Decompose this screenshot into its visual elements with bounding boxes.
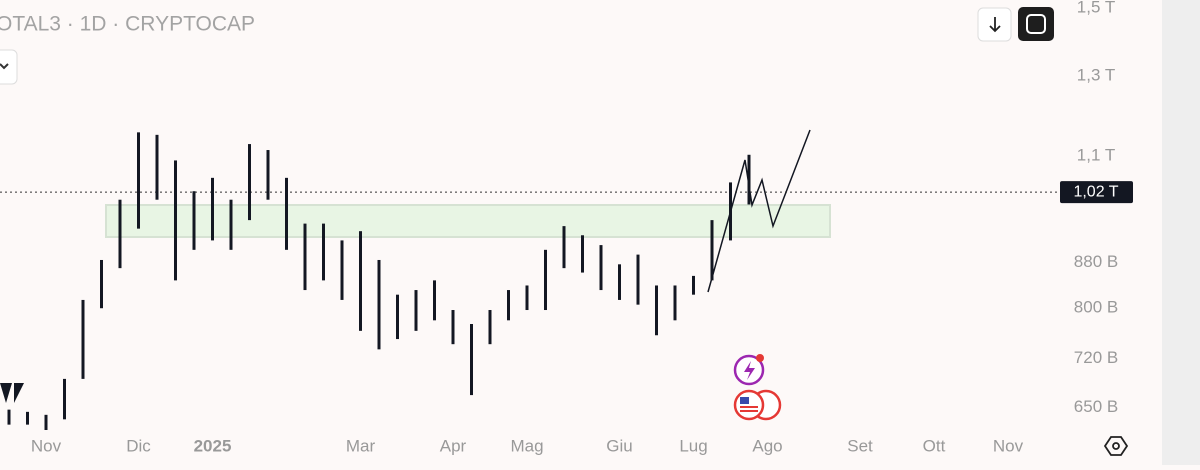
price-bar — [562, 226, 566, 269]
y-tick-label: 880 B — [1074, 252, 1118, 271]
last-price-label: 1,02 T — [1073, 183, 1118, 200]
price-bar — [44, 414, 48, 430]
x-tick-label: Set — [847, 436, 873, 455]
price-bar — [747, 154, 751, 205]
settings-button[interactable] — [1103, 436, 1129, 456]
price-bar — [229, 199, 233, 250]
x-tick-label: Nov — [31, 436, 62, 455]
price-bar — [81, 299, 85, 379]
price-bar — [599, 245, 603, 291]
x-tick-label: 2025 — [194, 436, 232, 455]
price-bar — [470, 324, 473, 396]
price-bar — [322, 223, 325, 281]
range-zone — [105, 204, 831, 238]
tv-logo — [0, 383, 24, 403]
price-bar — [729, 182, 732, 241]
price-bar — [174, 160, 177, 281]
x-tick-label: Lug — [679, 436, 707, 455]
price-bar — [303, 223, 307, 291]
y-tick-label: 1,5 T — [1077, 0, 1115, 16]
price-bar — [488, 310, 492, 345]
price-bar — [710, 220, 714, 281]
price-bar — [655, 285, 658, 336]
last-price-badge — [1060, 181, 1133, 204]
price-bar — [137, 132, 140, 229]
chart-title: OTAL3 · 1D · CRYPTOCAP — [0, 13, 255, 36]
price-bar — [544, 249, 547, 311]
price-bar — [692, 275, 695, 295]
y-tick-label: 800 B — [1074, 298, 1118, 317]
download-button[interactable] — [977, 7, 1012, 42]
price-bar — [192, 191, 196, 250]
dropdown-button[interactable] — [0, 49, 18, 85]
price-bar — [451, 310, 455, 345]
price-bar — [396, 294, 399, 340]
price-bar — [377, 259, 381, 350]
price-bar — [7, 409, 11, 425]
x-tick-label: Apr — [440, 436, 467, 455]
price-bar — [618, 264, 621, 300]
price-bar — [340, 240, 344, 300]
x-tick-label: Giu — [606, 436, 632, 455]
price-bar — [26, 411, 29, 425]
x-tick-label: Ott — [923, 436, 946, 455]
price-bar — [118, 199, 122, 269]
y-tick-label: 650 B — [1074, 397, 1118, 416]
price-bar — [100, 259, 103, 309]
price-bar — [433, 280, 436, 321]
price-bar — [359, 231, 362, 331]
fullscreen-button[interactable] — [1018, 7, 1054, 41]
price-bar — [581, 235, 584, 273]
x-tick-label: Ago — [752, 436, 782, 455]
y-tick-label: 1,3 T — [1077, 66, 1115, 85]
price-bar — [507, 290, 510, 321]
x-tick-label: Dic — [126, 436, 151, 455]
x-tick-label: Mag — [510, 436, 543, 455]
price-bar — [155, 134, 159, 200]
y-tick-label: 720 B — [1074, 348, 1118, 367]
price-bar — [248, 144, 251, 221]
x-tick-label: Mar — [346, 436, 376, 455]
event-icons[interactable] — [733, 354, 782, 421]
price-bar — [285, 177, 288, 250]
price-bar — [673, 285, 677, 321]
price-bar — [525, 285, 529, 311]
price-bar — [266, 150, 270, 200]
x-tick-label: Nov — [993, 436, 1024, 455]
price-bar — [211, 177, 214, 241]
side-strip — [1162, 0, 1200, 465]
price-bar — [414, 290, 418, 331]
y-tick-label: 1,1 T — [1077, 146, 1115, 165]
price-bar — [636, 254, 640, 305]
price-bar — [63, 378, 66, 420]
